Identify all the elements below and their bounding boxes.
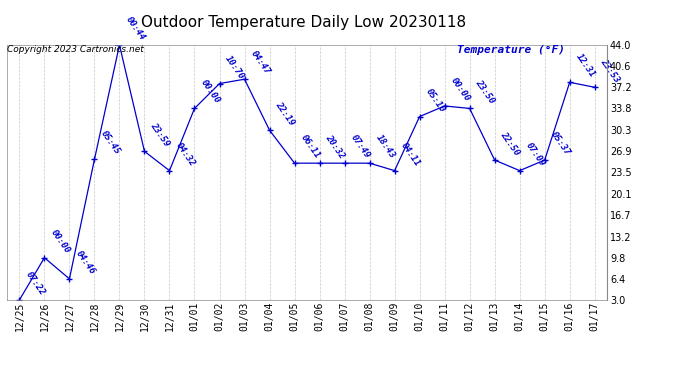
- Text: 23:50: 23:50: [474, 78, 497, 106]
- Text: 05:45: 05:45: [99, 129, 121, 157]
- Text: 05:37: 05:37: [549, 130, 571, 157]
- Text: 18:43: 18:43: [374, 133, 397, 160]
- Text: 04:11: 04:11: [399, 141, 422, 168]
- Text: 07:22: 07:22: [23, 270, 46, 297]
- Text: 06:11: 06:11: [299, 133, 322, 160]
- Text: 23:53: 23:53: [599, 57, 622, 84]
- Text: 10:70: 10:70: [224, 54, 246, 81]
- Text: 04:46: 04:46: [74, 249, 97, 276]
- Text: 22:50: 22:50: [499, 130, 522, 157]
- Text: 04:47: 04:47: [248, 49, 271, 76]
- Text: 00:00: 00:00: [48, 228, 71, 255]
- Text: Temperature (°F): Temperature (°F): [457, 45, 565, 55]
- Text: 07:09: 07:09: [524, 141, 546, 168]
- Text: 23:59: 23:59: [148, 122, 171, 148]
- Text: 00:00: 00:00: [448, 76, 471, 103]
- Text: 04:32: 04:32: [174, 141, 197, 168]
- Text: Outdoor Temperature Daily Low 20230118: Outdoor Temperature Daily Low 20230118: [141, 15, 466, 30]
- Text: 00:00: 00:00: [199, 78, 221, 106]
- Text: 22:19: 22:19: [274, 100, 297, 128]
- Text: Copyright 2023 Cartronics.net: Copyright 2023 Cartronics.net: [7, 45, 144, 54]
- Text: 07:49: 07:49: [348, 133, 371, 160]
- Text: 20:32: 20:32: [324, 133, 346, 160]
- Text: 12:31: 12:31: [574, 53, 597, 80]
- Text: 00:44: 00:44: [124, 15, 146, 42]
- Text: 05:10: 05:10: [424, 87, 446, 114]
